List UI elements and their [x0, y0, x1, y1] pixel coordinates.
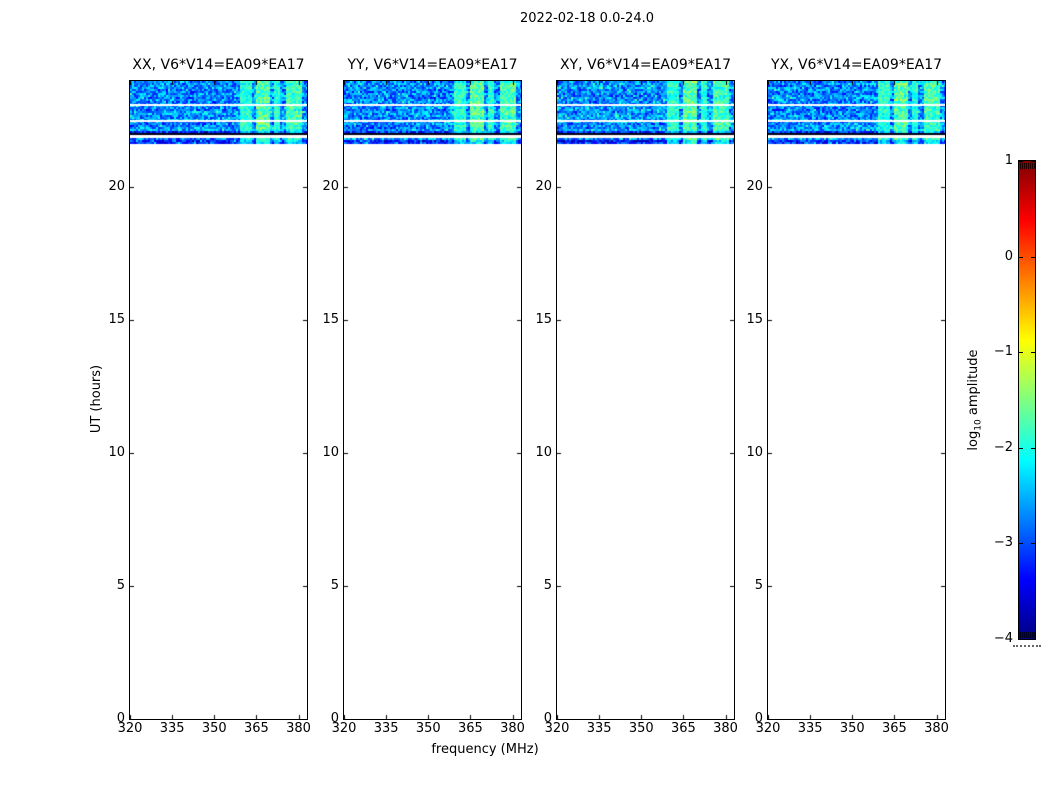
- x-tick-label: 350: [201, 721, 227, 736]
- colorbar-end-hatch: [1025, 162, 1027, 169]
- x-tick-label: 320: [117, 721, 143, 736]
- x-tick-label: 380: [286, 721, 311, 736]
- colorbar-label-post: amplitude: [966, 349, 981, 420]
- x-axis-label: frequency (MHz): [431, 742, 539, 757]
- colorbar-tick: [1019, 639, 1023, 640]
- y-tick-label: 15: [108, 312, 125, 328]
- spectrogram-canvas: [768, 81, 945, 719]
- x-tick-label: 380: [500, 721, 525, 736]
- x-tick-label: 320: [755, 721, 781, 736]
- axes-panel-3: [556, 80, 735, 720]
- colorbar-tick: [1019, 352, 1023, 353]
- colorbar-tick-label: −2: [993, 440, 1013, 455]
- colorbar-tick-label: 0: [1004, 249, 1013, 264]
- y-tick-label: 0: [754, 711, 763, 726]
- colorbar-tick: [1031, 257, 1035, 258]
- panel-title: YX, V6*V14=EA09*EA17: [770, 57, 943, 73]
- y-tick-label: 5: [116, 578, 125, 594]
- colorbar-tick: [1019, 448, 1023, 449]
- x-tick-label: 350: [839, 721, 865, 736]
- y-tick-label: 5: [330, 578, 339, 594]
- x-tick-label: 350: [415, 721, 441, 736]
- y-tick-label: 15: [746, 312, 763, 328]
- panel-title: XY, V6*V14=EA09*EA17: [559, 57, 732, 73]
- colorbar-end-hatch: [1033, 162, 1035, 169]
- colorbar-end-hatch: [1031, 162, 1033, 169]
- colorbar-tick: [1019, 543, 1023, 544]
- x-tick-label: 380: [713, 721, 738, 736]
- colorbar-tick: [1019, 161, 1023, 162]
- x-tick-label: 320: [544, 721, 570, 736]
- y-tick-label: 20: [535, 179, 552, 195]
- colorbar-end-hatch: [1025, 631, 1027, 638]
- y-tick-label: 0: [116, 711, 125, 726]
- colorbar-end-hatch: [1029, 162, 1031, 169]
- colorbar-end-hatch: [1019, 162, 1021, 169]
- colorbar-end-hatch: [1029, 631, 1031, 638]
- x-tick-label: 380: [924, 721, 949, 736]
- y-tick-label: 10: [535, 445, 552, 461]
- colorbar-label-sub: 10: [973, 419, 984, 431]
- colorbar-tick-label: −1: [993, 344, 1013, 359]
- colorbar-end-hatch: [1019, 631, 1021, 638]
- x-tick-label: 365: [458, 721, 483, 736]
- y-tick-label: 10: [108, 445, 125, 461]
- y-tick-label: 5: [754, 578, 763, 594]
- x-tick-label: 335: [159, 721, 185, 736]
- y-tick-label: 10: [322, 445, 339, 461]
- colorbar-tick: [1031, 161, 1035, 162]
- y-tick-label: 5: [543, 578, 552, 594]
- y-tick-label: 15: [322, 312, 339, 328]
- colorbar: [1018, 160, 1036, 640]
- colorbar-tick: [1031, 448, 1035, 449]
- colorbar-end-hatch: [1021, 162, 1023, 169]
- colorbar-end-hatch: [1023, 631, 1025, 638]
- y-tick-label: 15: [535, 312, 552, 328]
- x-tick-label: 335: [373, 721, 399, 736]
- y-tick-label: 20: [322, 179, 339, 195]
- colorbar-dotted-mark: [1013, 645, 1041, 647]
- colorbar-end-hatch: [1023, 162, 1025, 169]
- colorbar-tick: [1031, 543, 1035, 544]
- spectrogram-canvas: [557, 81, 734, 719]
- colorbar-tick-label: 1: [1004, 153, 1013, 168]
- spectrogram-canvas: [344, 81, 521, 719]
- x-tick-label: 365: [671, 721, 696, 736]
- axes-panel-4: [767, 80, 946, 720]
- y-axis-label: UT (hours): [89, 364, 104, 434]
- axes-panel-2: [343, 80, 522, 720]
- colorbar-end-hatch: [1027, 631, 1029, 638]
- colorbar-tick: [1019, 257, 1023, 258]
- y-tick-label: 0: [330, 711, 339, 726]
- colorbar-gradient: [1019, 161, 1035, 639]
- colorbar-end-hatch: [1033, 631, 1035, 638]
- figure-title: 2022-02-18 0.0-24.0: [520, 11, 654, 26]
- colorbar-tick: [1031, 639, 1035, 640]
- spectrogram-canvas: [130, 81, 307, 719]
- x-tick-label: 365: [244, 721, 269, 736]
- y-tick-label: 0: [543, 711, 552, 726]
- colorbar-tick-label: −4: [993, 631, 1013, 646]
- axes-panel-1: [129, 80, 308, 720]
- colorbar-end-hatch: [1027, 162, 1029, 169]
- x-tick-label: 350: [628, 721, 654, 736]
- y-tick-label: 20: [746, 179, 763, 195]
- panel-title: YY, V6*V14=EA09*EA17: [347, 57, 518, 73]
- panel-title: XX, V6*V14=EA09*EA17: [132, 57, 305, 73]
- y-tick-label: 20: [108, 179, 125, 195]
- colorbar-end-hatch: [1021, 631, 1023, 638]
- x-tick-label: 335: [586, 721, 612, 736]
- x-tick-label: 335: [797, 721, 823, 736]
- y-tick-label: 10: [746, 445, 763, 461]
- colorbar-tick: [1031, 352, 1035, 353]
- x-tick-label: 320: [331, 721, 357, 736]
- colorbar-end-hatch: [1031, 631, 1033, 638]
- colorbar-tick-label: −3: [993, 535, 1013, 550]
- x-tick-label: 365: [882, 721, 907, 736]
